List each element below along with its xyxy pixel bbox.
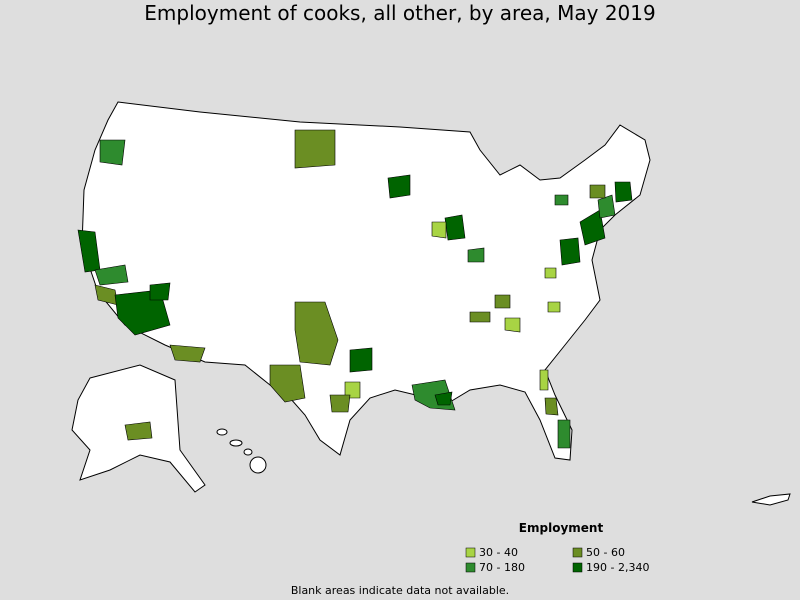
legend-title: Employment	[519, 521, 604, 535]
legend-label: 70 - 180	[479, 561, 525, 574]
area	[444, 214, 466, 241]
area	[539, 369, 549, 391]
legend-label: 30 - 40	[479, 546, 518, 559]
area	[597, 194, 616, 219]
legend-swatch	[572, 562, 583, 573]
area	[294, 301, 339, 366]
legend-swatch	[465, 547, 476, 558]
legend-label: 190 - 2,340	[586, 561, 649, 574]
contiguous-us	[81, 101, 651, 461]
area	[494, 294, 511, 309]
area	[329, 394, 351, 413]
legend-swatch	[465, 562, 476, 573]
area	[434, 391, 453, 406]
area	[387, 174, 411, 199]
area	[579, 209, 606, 246]
area	[344, 381, 361, 399]
hawaii	[216, 428, 267, 474]
area	[294, 129, 336, 169]
area	[269, 364, 306, 403]
area	[349, 347, 373, 373]
area	[614, 181, 633, 203]
area	[554, 194, 569, 206]
area	[544, 397, 559, 416]
area	[557, 419, 571, 449]
legend-swatch	[572, 547, 583, 558]
footnote: Blank areas indicate data not available.	[291, 584, 509, 597]
legend-label: 50 - 60	[586, 546, 625, 559]
us-map	[71, 101, 791, 506]
area	[99, 139, 126, 166]
area	[94, 264, 129, 286]
legend: Employment 30 - 40 50 - 60 70 - 180 190 - 2…	[465, 521, 649, 574]
area	[544, 267, 557, 279]
area	[149, 282, 171, 301]
puerto-rico	[751, 493, 791, 506]
area	[467, 247, 485, 263]
area	[469, 311, 491, 323]
area	[589, 184, 606, 199]
area	[559, 237, 581, 266]
area	[547, 301, 561, 313]
area	[504, 317, 521, 333]
area	[124, 421, 153, 441]
area	[169, 344, 206, 363]
map-title: Employment of cooks, all other, by area,…	[144, 1, 655, 25]
area	[431, 221, 447, 239]
